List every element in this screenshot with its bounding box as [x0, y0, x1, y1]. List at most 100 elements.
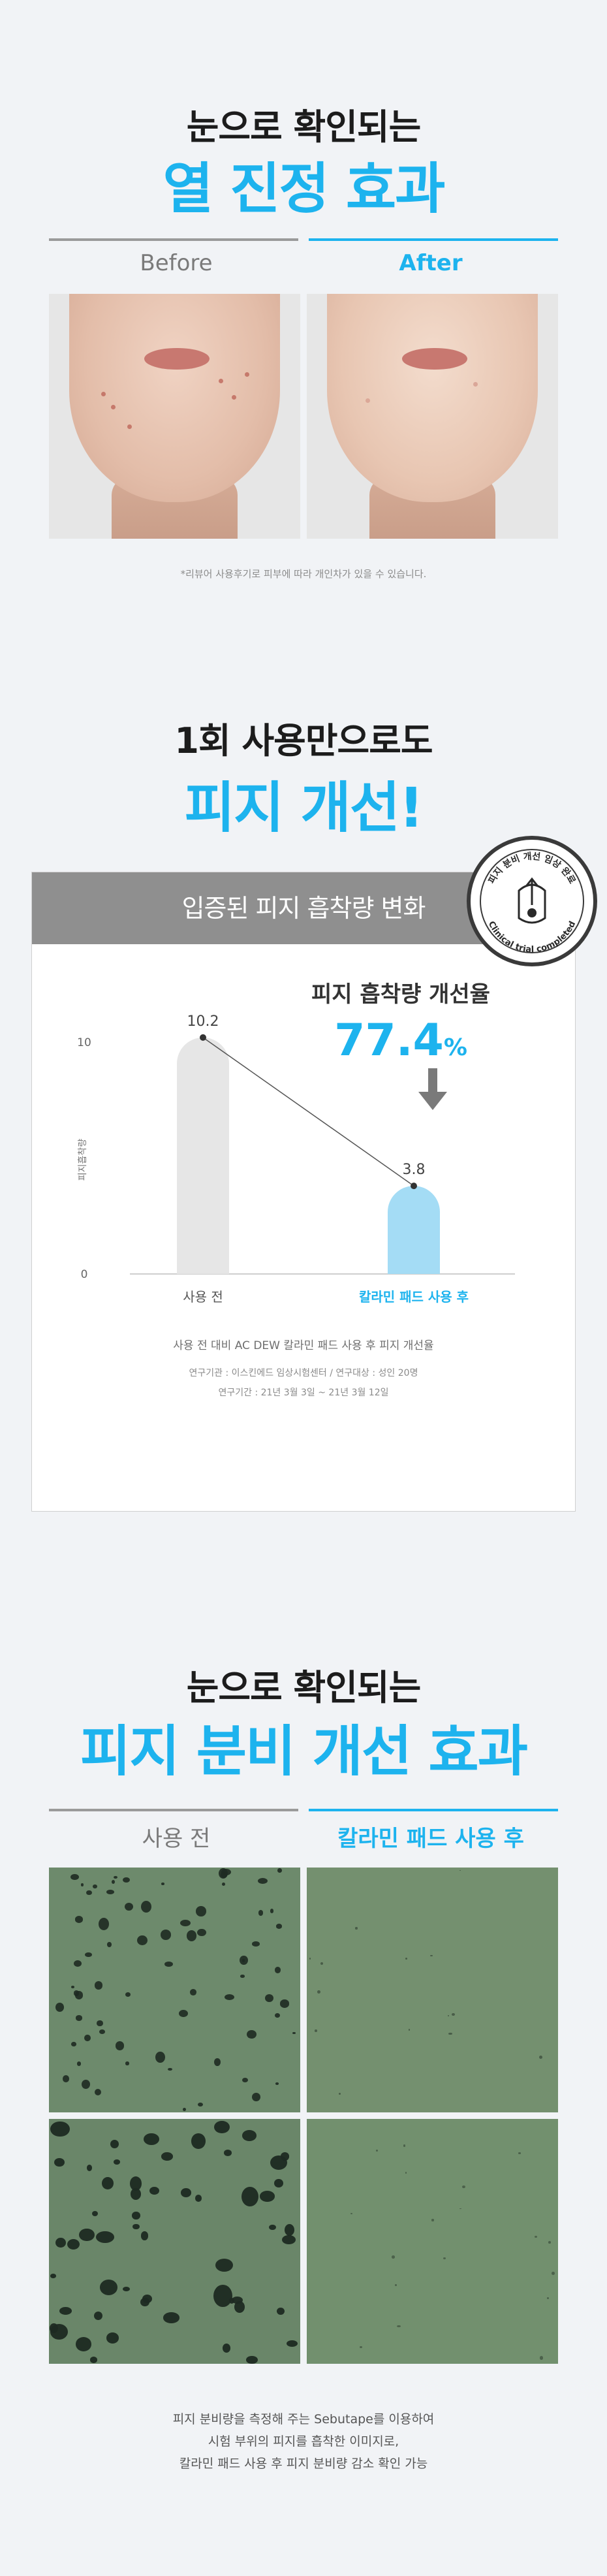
sebum-spot [95, 2089, 102, 2096]
bar [177, 1037, 229, 1274]
sebum-spot [234, 2301, 245, 2314]
review-disclaimer: *리뷰어 사용후기로 피부에 따라 개인차가 있을 수 있습니다. [180, 568, 427, 580]
sebum-spot [231, 2296, 243, 2304]
sebum-spot [50, 2121, 70, 2137]
sebum-spot [86, 1890, 93, 1896]
sebum-spot [100, 2280, 118, 2296]
sebum-spot [225, 1994, 235, 2001]
sebum-spot [112, 1880, 116, 1884]
y-tick-label: 10 [77, 1036, 91, 1049]
bar [388, 1186, 440, 1274]
section3-heading-small: 눈으로 확인되는 [186, 1667, 422, 1708]
sebum-spot [71, 2042, 76, 2046]
x-category-label: 사용 전 [183, 1289, 223, 1305]
sebum-spot [259, 2191, 275, 2202]
down-arrow-shaft [428, 1068, 437, 1093]
down-arrow-icon [418, 1092, 447, 1110]
sebum-spot [405, 2172, 407, 2174]
sebum-spot [403, 2144, 406, 2148]
sebum-spot [97, 2020, 103, 2027]
section1-heading-small: 눈으로 확인되는 [186, 106, 422, 148]
sebum-spot [94, 1981, 103, 1990]
after-use-label: 칼라민 패드 사용 후 [337, 1826, 524, 1852]
sebum-spot [62, 2075, 70, 2082]
sebum-spot [59, 2307, 72, 2315]
sebum-spot [155, 2051, 165, 2063]
sebum-spot [196, 1906, 206, 1916]
sebum-spot [115, 2041, 125, 2050]
sebum-spot [279, 1999, 290, 2008]
sebum-spot [140, 2297, 149, 2306]
sebum-spot [215, 2258, 234, 2272]
sebum-spot [269, 2224, 276, 2230]
sebum-spot [275, 2082, 279, 2085]
sebum-spot [518, 2152, 521, 2154]
sebum-spot [451, 2012, 455, 2016]
sebum-spot [241, 2186, 259, 2207]
sebum-spot [70, 1986, 74, 1988]
sebum-spot [443, 2257, 446, 2260]
after-divider [309, 238, 558, 241]
sebum-spot [130, 2187, 142, 2201]
sebum-spot [110, 2139, 119, 2148]
sebum-spot [548, 2241, 552, 2244]
sebum-spot [240, 1975, 245, 1978]
sebum-chart-card: 입증된 피지 흡착량 변화 0 10 피지흡착량 10.2 사용 전 3.8 칼라민 패드 … [31, 872, 576, 1512]
sebum-spot [50, 2274, 56, 2278]
sebum-spot [132, 2212, 140, 2219]
section3-heading-big: 피지 분비 개선 효과 [80, 1719, 528, 1783]
sebum-spot [246, 2355, 258, 2364]
sebum-spot [93, 2312, 102, 2320]
sebum-spot [149, 2186, 159, 2195]
sebum-spot [552, 2271, 555, 2276]
sebum-spot [125, 2061, 129, 2065]
sebum-spot [102, 2176, 114, 2189]
improve-unit: % [444, 1034, 467, 1061]
sebum-spot [276, 2307, 285, 2315]
sebum-spot [218, 1868, 228, 1879]
sebum-spot [405, 1958, 407, 1960]
sebutape-caption-1: 피지 분비량을 측정해 주는 Sebutape를 이용하여 [172, 2412, 435, 2426]
section1-heading-big: 열 진정 효과 [163, 157, 446, 221]
sebum-spot [281, 2235, 296, 2245]
sebum-spot [359, 2346, 362, 2349]
sebum-spot [198, 2102, 204, 2107]
face-image [49, 294, 300, 539]
sebum-spot [274, 2179, 283, 2187]
sebum-spot [55, 2002, 65, 2012]
improve-number: 77.4 [334, 1015, 444, 1066]
sebum-spot [78, 2228, 95, 2242]
y-axis-label: 피지흡착량 [78, 1139, 88, 1181]
chart-note-main: 사용 전 대비 AC DEW 칼라민 패드 사용 후 피지 개선율 [173, 1339, 434, 1352]
sebum-spot [535, 2235, 538, 2238]
sebum-spot [80, 1883, 84, 1886]
section2-heading-small: 1회 사용만으로도 [174, 720, 433, 761]
sebum-spot [161, 1929, 172, 1940]
sebum-spot [75, 2337, 92, 2352]
sebum-spot [54, 2157, 65, 2167]
sebum-spot [82, 2080, 90, 2090]
sebutape-after-1 [307, 1868, 558, 2112]
clinical-trial-badge: 피지 분비 개선 임상 완료 Clinical trial completed [467, 836, 597, 966]
before-use-divider [49, 1809, 298, 1811]
sebum-spot [132, 2223, 140, 2230]
sebum-spot [395, 2284, 397, 2287]
after-column: After [304, 238, 558, 284]
sebum-spot [178, 2009, 189, 2017]
sebum-spot [195, 2194, 202, 2202]
sebum-spot [431, 2219, 434, 2221]
sebum-spot [107, 1942, 112, 1947]
sebum-spot [93, 1884, 97, 1889]
sebum-spot [113, 1875, 117, 1879]
sebum-bar-chart: 0 10 피지흡착량 10.2 사용 전 3.8 칼라민 패드 사용 후 피지 흡착량 개선율… [77, 981, 515, 1305]
sebum-spot [355, 1926, 358, 1930]
sebum-spot [84, 2034, 91, 2042]
sebum-spot [99, 2029, 105, 2034]
sebum-spot [350, 2212, 352, 2214]
sebum-spot [247, 2029, 257, 2039]
connector-line [202, 1037, 414, 1186]
before-after-labels: Before After [49, 238, 558, 284]
before-use-label: 사용 전 [142, 1826, 211, 1852]
sebum-spot [276, 1924, 283, 1930]
sebum-spot [91, 2210, 98, 2217]
